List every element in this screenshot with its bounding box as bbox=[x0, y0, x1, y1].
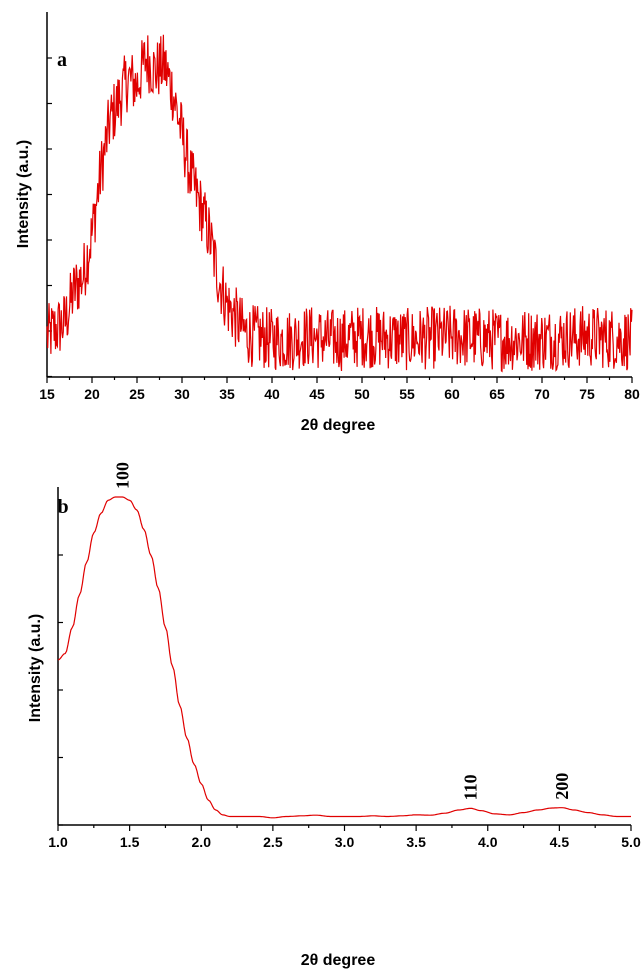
x-tick-label: 50 bbox=[354, 386, 370, 402]
x-tick-label: 35 bbox=[219, 386, 235, 402]
x-tick-label: 20 bbox=[84, 386, 100, 402]
x-tick-label: 15 bbox=[39, 386, 55, 402]
x-tick-label: 65 bbox=[489, 386, 505, 402]
peak-label: 100 bbox=[112, 462, 132, 489]
x-axis-title: 2θ degree bbox=[301, 417, 376, 434]
x-tick-label: 45 bbox=[309, 386, 325, 402]
panel-letter: a bbox=[57, 49, 67, 71]
x-tick-label: 75 bbox=[579, 386, 595, 402]
x-tick-label: 25 bbox=[129, 386, 145, 402]
panel-a: 15 20 25 30 35 40 45 50 55 60 65 70 75 80 a 2θ degree In… bbox=[15, 12, 640, 434]
x-tick-label: 1.0 bbox=[48, 834, 68, 850]
x-axis-title: 2θ degree bbox=[301, 952, 376, 969]
x-tick-label: 2.5 bbox=[263, 834, 283, 850]
x-tick-label: 2.0 bbox=[192, 834, 212, 850]
x-tick-label: 55 bbox=[399, 386, 415, 402]
series-line bbox=[46, 34, 633, 373]
x-tick-label: 3.5 bbox=[406, 834, 426, 850]
x-tick-label: 30 bbox=[174, 386, 190, 402]
x-tick-label: 40 bbox=[264, 386, 280, 402]
y-axis-title: Intensity (a.u.) bbox=[27, 614, 44, 722]
panel-letter: b bbox=[57, 496, 68, 518]
x-tick-label: 4.0 bbox=[478, 834, 498, 850]
x-tick-label: 3.0 bbox=[335, 834, 355, 850]
peak-label: 110 bbox=[461, 774, 481, 800]
peak-label: 200 bbox=[552, 773, 572, 800]
y-axis-title: Intensity (a.u.) bbox=[15, 140, 32, 248]
x-tick-label: 4.5 bbox=[550, 834, 570, 850]
x-tick-label: 80 bbox=[624, 386, 640, 402]
x-tick-label: 5.0 bbox=[621, 834, 641, 850]
x-tick-label: 1.5 bbox=[120, 834, 140, 850]
series-line bbox=[57, 496, 631, 819]
panel-b: 1.0 1.5 2.0 2.5 3.0 3.5 4.0 4.5 5.0 100 110 200 b 2θ … bbox=[27, 462, 641, 969]
x-tick-label: 60 bbox=[444, 386, 460, 402]
x-tick-label: 70 bbox=[534, 386, 550, 402]
